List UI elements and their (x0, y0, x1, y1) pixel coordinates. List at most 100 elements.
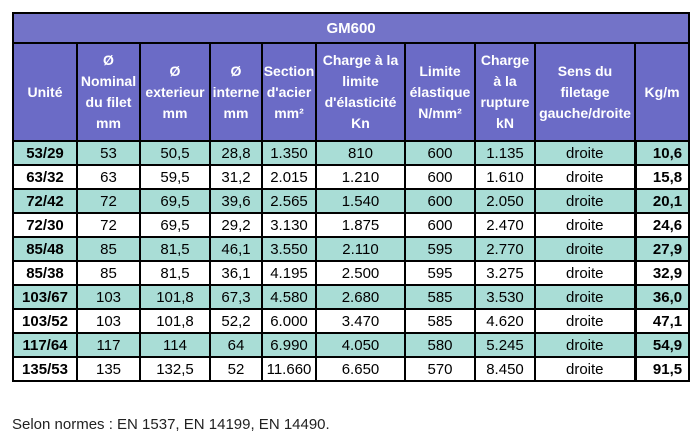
table-cell: 3.530 (474, 284, 536, 310)
table-cell: droite (534, 284, 636, 310)
column-header: Limite élastique N/mm² (404, 42, 476, 142)
table-row: 85/48 85 81,5 46,1 3.550 2.110 595 2.770 droite 2… (12, 236, 691, 262)
table-cell: 50,5 (139, 140, 211, 166)
table-title: GM600 (11, 12, 691, 44)
column-header: Section d'acier mm² (261, 42, 317, 142)
column-header-line: gauche/droite (539, 104, 631, 121)
column-header-line: mm (223, 104, 249, 121)
column-header-line: d'acier (266, 83, 312, 100)
kg-per-m-cell: 15,8 (633, 164, 691, 190)
table-cell: 2.015 (261, 164, 317, 190)
table-cell: 600 (404, 212, 476, 238)
table-cell: 28,8 (209, 140, 263, 166)
table-cell: 135 (76, 356, 141, 382)
table-cell: droite (534, 356, 636, 382)
column-header-line: exterieur (145, 83, 205, 100)
column-header-line: N/mm² (418, 104, 462, 121)
table-cell: 67,3 (209, 284, 263, 310)
table-cell: 2.770 (474, 236, 536, 262)
column-header-line: mm² (274, 104, 304, 121)
table-cell: 64 (209, 332, 263, 358)
table-cell: 103 (76, 308, 141, 334)
table-cell: 585 (404, 284, 476, 310)
column-header-line: rupture (480, 94, 530, 110)
column-header-line: Charge (480, 52, 530, 68)
table-row: 53/29 53 50,5 28,8 1.350 810 600 1.135 droite 10,… (12, 140, 691, 166)
table-cell: 4.580 (261, 284, 317, 310)
column-header-line: Ø (169, 62, 181, 79)
norms-footer: Selon normes : EN 1537, EN 14199, EN 144… (12, 416, 330, 433)
table-cell: 3.130 (261, 212, 317, 238)
table-cell: 11.660 (261, 356, 317, 382)
table-row: 135/53 135 132,5 52 11.660 6.650 570 8.450 droit… (12, 356, 691, 382)
unit-cell: 85/48 (12, 236, 78, 262)
column-header-line: kN (496, 115, 514, 131)
table-cell: 101,8 (139, 284, 211, 310)
table-cell: 81,5 (139, 236, 211, 262)
column-header: Unité (12, 42, 78, 142)
kg-per-m-cell: 24,6 (633, 212, 691, 238)
unit-cell: 72/42 (12, 188, 78, 214)
table-row: 63/32 63 59,5 31,2 2.015 1.210 600 1.610 droite 1… (12, 164, 691, 190)
kg-per-m-cell: 36,0 (633, 284, 691, 310)
column-header-line: Nominal (80, 73, 137, 89)
table-cell: 53 (76, 140, 141, 166)
column-header-line: Limite (419, 62, 461, 79)
unit-cell: 103/52 (12, 308, 78, 334)
table-cell: 600 (404, 164, 476, 190)
table-cell: 5.245 (474, 332, 536, 358)
column-header: Charge à la limite d'élasticité Kn (315, 42, 406, 142)
table-cell: 72 (76, 188, 141, 214)
table-cell: droite (534, 164, 636, 190)
table-cell: 132,5 (139, 356, 211, 382)
unit-cell: 53/29 (12, 140, 78, 166)
column-header-line: interne (212, 83, 260, 100)
table-cell: droite (534, 212, 636, 238)
column-header-line: filetage (560, 83, 610, 100)
table-cell: 1.540 (315, 188, 406, 214)
column-header-line: limite (342, 73, 379, 89)
table-row: 72/30 72 69,5 29,2 3.130 1.875 600 2.470 droite 2… (12, 212, 691, 238)
column-header-line: d'élasticité (324, 94, 397, 110)
column-header-line: Kn (351, 115, 370, 131)
table-cell: 117 (76, 332, 141, 358)
table-cell: 6.650 (315, 356, 406, 382)
table-cell: 36,1 (209, 260, 263, 286)
kg-per-m-cell: 47,1 (633, 308, 691, 334)
table-cell: 63 (76, 164, 141, 190)
table-cell: 81,5 (139, 260, 211, 286)
kg-per-m-cell: 32,9 (633, 260, 691, 286)
kg-per-m-cell: 10,6 (633, 140, 691, 166)
table-cell: 1.610 (474, 164, 536, 190)
table-cell: 46,1 (209, 236, 263, 262)
column-header-line: Sens du (557, 62, 613, 79)
table-cell: 69,5 (139, 212, 211, 238)
table-cell: 570 (404, 356, 476, 382)
table-cell: 2.500 (315, 260, 406, 286)
unit-cell: 135/53 (12, 356, 78, 382)
table-cell: 1.210 (315, 164, 406, 190)
table-cell: droite (534, 188, 636, 214)
table-cell: droite (534, 236, 636, 262)
table-cell: 59,5 (139, 164, 211, 190)
column-header-line: du filet (85, 94, 132, 110)
table-cell: 2.470 (474, 212, 536, 238)
table-cell: 4.195 (261, 260, 317, 286)
table-row: 103/67 103 101,8 67,3 4.580 2.680 585 3.530 droi… (12, 284, 691, 310)
table-cell: 114 (139, 332, 211, 358)
column-header-line: Ø (230, 62, 242, 79)
table-cell: 3.275 (474, 260, 536, 286)
table-row: 103/52 103 101,8 52,2 6.000 3.470 585 4.620 droi… (12, 308, 691, 334)
table-cell: 8.450 (474, 356, 536, 382)
column-header-line: mm (96, 115, 121, 131)
unit-cell: 117/64 (12, 332, 78, 358)
table-cell: 52,2 (209, 308, 263, 334)
table-cell: 101,8 (139, 308, 211, 334)
column-header-line: mm (162, 104, 188, 121)
table-cell: 600 (404, 140, 476, 166)
column-header-line: Charge à la (322, 52, 399, 68)
table-cell: 580 (404, 332, 476, 358)
